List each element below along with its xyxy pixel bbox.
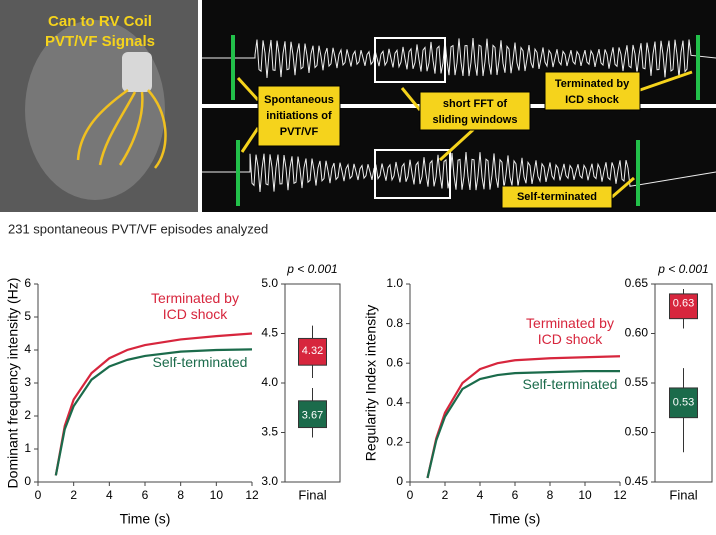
x-tick-label: 12 [245, 488, 259, 502]
annotation: ICD shock [565, 94, 620, 106]
y-tick-label: 0.8 [386, 316, 403, 330]
x-tick-label: 2 [70, 488, 77, 502]
y-tick-label: 3.5 [261, 425, 278, 439]
image-label: Can to RV Coil [48, 13, 152, 30]
y-tick-label: 4 [24, 342, 31, 356]
plot-frame [284, 283, 341, 483]
y-tick-label: 0.55 [625, 375, 649, 389]
annotation-box [501, 185, 613, 209]
box [669, 387, 698, 419]
annotation: Spontaneous [264, 94, 334, 106]
x-tick-label: 12 [613, 488, 627, 502]
x-tick-label: 0 [35, 488, 42, 502]
icd-device [122, 52, 152, 92]
annotation: Terminated by [555, 78, 630, 90]
series-line [54, 348, 253, 476]
box [298, 400, 327, 429]
annotation-box [544, 71, 641, 111]
arrows [236, 70, 693, 199]
y-tick-label: 0.6 [386, 355, 403, 369]
y-tick-label: 0.2 [386, 435, 403, 449]
x-tick-label: 10 [210, 488, 224, 502]
x-tick-label: 8 [177, 488, 184, 502]
annotation: short FFT of [443, 98, 507, 110]
x-tick-label: 4 [106, 488, 113, 502]
y-tick-label: 5.0 [261, 276, 278, 290]
x-tick-label: 4 [477, 488, 484, 502]
onset-marker [231, 35, 235, 100]
box [298, 337, 327, 366]
median-label: 3.67 [302, 410, 323, 422]
y-tick-label: 0.65 [625, 276, 649, 290]
y-tick-label: 1.0 [386, 276, 403, 290]
x-axis-label: Final [298, 487, 326, 502]
y-tick-label: 0.45 [625, 474, 649, 488]
image-label: PVT/VF Signals [45, 33, 155, 50]
y-axis-label: Regularity Index intensity [363, 305, 379, 461]
y-tick-label: 2 [24, 408, 31, 422]
median-label: 0.53 [673, 397, 694, 409]
egm-trace [202, 152, 716, 193]
series-label: Terminated by ICD shock [151, 290, 239, 322]
annotation: initiations of [266, 110, 332, 122]
y-tick-label: 4.0 [261, 375, 278, 389]
x-tick-label: 6 [142, 488, 149, 502]
series-line [426, 370, 620, 479]
median-label: 4.32 [302, 345, 323, 357]
end-marker [696, 35, 700, 100]
annotation: Self-terminated [517, 191, 597, 203]
series-label: Terminated by ICD shock [526, 315, 614, 347]
onset-marker [236, 140, 240, 206]
y-tick-label: 6 [24, 276, 31, 290]
series-label: Self-terminated [152, 354, 248, 370]
y-tick-label: 4.5 [261, 326, 278, 340]
chart-title: p < 0.001 [286, 262, 337, 276]
y-axis-label: Dominant frequency intensity (Hz) [5, 278, 21, 489]
y-tick-label: 0.4 [386, 395, 403, 409]
median-label: 0.63 [673, 298, 694, 310]
box [669, 293, 698, 320]
lead-wires [76, 88, 167, 169]
y-tick-label: 5 [24, 309, 31, 323]
annotation: sliding windows [433, 114, 518, 126]
y-tick-label: 3 [24, 375, 31, 389]
x-axis-label: Final [669, 487, 697, 502]
series-label: Self-terminated [522, 376, 618, 392]
fft-window [374, 149, 451, 199]
x-tick-label: 0 [407, 488, 414, 502]
annotation: PVT/VF [280, 126, 319, 138]
annotation-box [419, 91, 531, 131]
caption: 231 spontaneous PVT/VF episodes analyzed [8, 221, 268, 236]
y-tick-label: 0 [24, 474, 31, 488]
fft-window [374, 37, 446, 83]
y-tick-label: 0.50 [625, 425, 649, 439]
y-tick-label: 0.60 [625, 326, 649, 340]
series-line [426, 355, 621, 479]
y-tick-label: 3.0 [261, 474, 278, 488]
x-tick-label: 8 [547, 488, 554, 502]
series-line [54, 332, 253, 476]
x-tick-label: 6 [512, 488, 519, 502]
end-marker [636, 140, 640, 206]
x-tick-label: 2 [442, 488, 449, 502]
x-axis-label: Time (s) [490, 511, 541, 527]
egm-trace [202, 37, 716, 78]
chart-title: p < 0.001 [657, 262, 708, 276]
x-axis-label: Time (s) [120, 511, 171, 527]
x-tick-label: 10 [578, 488, 592, 502]
annotation-box [257, 85, 341, 147]
y-tick-label: 0 [396, 474, 403, 488]
y-tick-label: 1 [24, 441, 31, 455]
